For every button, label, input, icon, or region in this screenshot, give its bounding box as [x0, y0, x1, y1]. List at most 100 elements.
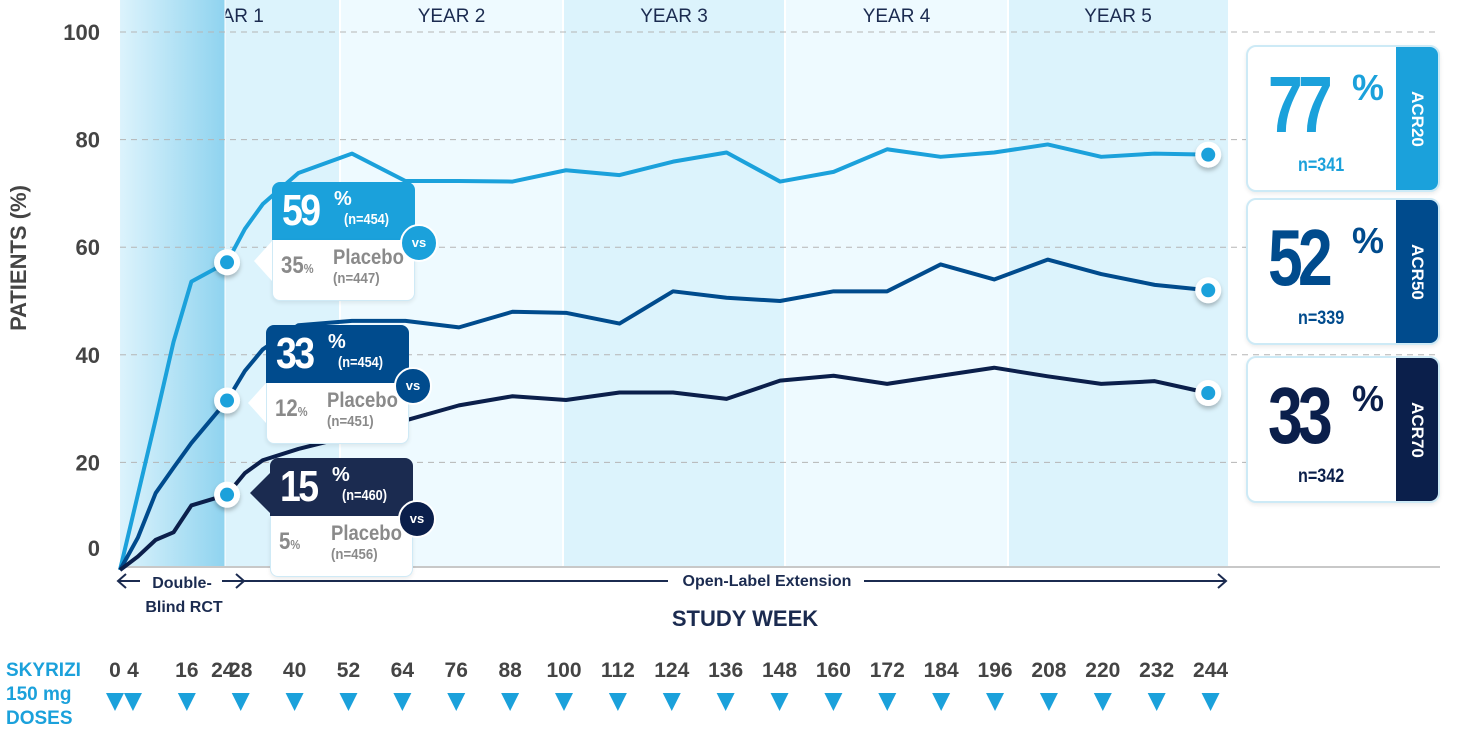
dose-triangle-icon: [177, 693, 196, 711]
dose-triangle-icon: [608, 693, 627, 711]
placebo-n: (n=447): [333, 270, 380, 287]
y-tick-label: 80: [76, 128, 100, 153]
callout-acr20-week244: 77 % n=341 ACR20: [1246, 45, 1440, 192]
year-band: [563, 0, 785, 567]
vs-badge: vs: [394, 367, 432, 405]
dose-triangle-icon: [106, 693, 124, 711]
dose-triangle-icon: [986, 693, 1005, 711]
marker-dot: [220, 393, 235, 408]
week-tick-label: 28: [229, 659, 253, 682]
acr20-pct: %: [334, 188, 352, 210]
acr70-value: 15: [280, 462, 319, 511]
phase-double-blind-line1: Double-: [152, 575, 212, 592]
acr70-pct: %: [332, 464, 350, 486]
marker-dot: [1201, 385, 1216, 400]
dose-triangle-icon: [824, 693, 843, 711]
acr50-n: (n=454): [338, 354, 384, 371]
acr50-final-value: 52: [1268, 213, 1333, 302]
week-tick-label: 64: [391, 659, 415, 682]
dose-triangle-icon: [1039, 693, 1058, 711]
week-tick-label: 16: [175, 659, 198, 682]
acr50-final-n: n=339: [1298, 308, 1345, 329]
acr50-pct: %: [328, 331, 346, 353]
dose-triangle-icon: [231, 693, 250, 711]
acr20-tab: ACR20: [1396, 47, 1438, 190]
vs-badge: vs: [400, 224, 438, 262]
x-axis-label: STUDY WEEK: [672, 606, 818, 631]
week-tick-label: 160: [816, 659, 851, 682]
placebo-label: Placebo: [333, 246, 404, 269]
placebo-label: Placebo: [331, 522, 402, 545]
doses-label-line1: SKYRIZI: [6, 660, 81, 681]
dose-triangle-icon: [501, 693, 520, 711]
acr50-value: 33: [276, 329, 315, 378]
data-point-acr70-week244: [1195, 379, 1222, 406]
dose-triangle-icon: [770, 693, 789, 711]
week-tick-label: 232: [1139, 659, 1174, 682]
placebo-value: 5%: [279, 528, 301, 555]
callout-acr20-week24: 59 % (n=454) 35% Placebo (n=447) vs: [254, 182, 438, 301]
acr70-n: (n=460): [342, 487, 388, 504]
week-tick-label: 184: [924, 659, 959, 682]
marker-dot: [1201, 147, 1216, 162]
acr50-tab: ACR50: [1396, 200, 1438, 343]
placebo-value: 12%: [275, 395, 308, 422]
week-tick-label: 196: [978, 659, 1013, 682]
dose-triangle-icon: [1093, 693, 1112, 711]
week-tick-label: 148: [762, 659, 797, 682]
acr50-final-pct: %: [1352, 220, 1385, 261]
acr20-final-n: n=341: [1298, 155, 1345, 176]
week-tick-label: 40: [283, 659, 306, 682]
double-blind-shade: [120, 0, 225, 567]
year-label: YEAR 5: [1084, 6, 1152, 27]
callout-acr70-week24: 15 % (n=460) 5% Placebo (n=456) vs: [250, 458, 436, 577]
year-label: YEAR 4: [863, 6, 931, 27]
dose-triangle-icon: [123, 693, 142, 711]
y-tick-label: 100: [63, 20, 100, 45]
placebo-n: (n=456): [331, 546, 378, 563]
acr20-value: 59: [282, 186, 321, 235]
data-point-acr50-week24: [214, 387, 241, 414]
acr70-final-n: n=342: [1298, 466, 1345, 487]
week-tick-label: 172: [870, 659, 905, 682]
week-tick-label: 76: [445, 659, 468, 682]
y-axis-label: PATIENTS (%): [6, 185, 31, 331]
data-point-acr20-week244: [1195, 141, 1222, 168]
data-point-acr20-week24: [214, 249, 241, 276]
placebo-n: (n=451): [327, 413, 374, 430]
callout-acr70-week244: 33 % n=342 ACR70: [1246, 356, 1440, 503]
marker-dot: [220, 487, 235, 502]
week-tick-label: 100: [546, 659, 581, 682]
series-line-acr20: [118, 142, 1209, 571]
week-tick-label: 24: [211, 659, 235, 682]
vs-badge: vs: [398, 500, 436, 538]
callout-pointer: [250, 473, 270, 513]
marker-dot: [1201, 283, 1216, 298]
arrow-left-icon: [116, 573, 140, 589]
week-tick-label: 124: [654, 659, 689, 682]
dose-triangle-icon: [662, 693, 681, 711]
dose-triangle-icon: [555, 693, 573, 711]
y-tick-label: 0: [88, 536, 100, 561]
data-point-acr70-week24: [214, 481, 241, 508]
acr70-final-pct: %: [1352, 378, 1385, 419]
year-label: YEAR 2: [418, 6, 486, 27]
y-tick-label: 60: [76, 235, 100, 260]
week-tick-label: 112: [601, 659, 635, 682]
dose-triangle-icon: [447, 693, 466, 711]
dose-triangle-icon: [1201, 693, 1220, 711]
dose-triangle-icon: [716, 693, 735, 711]
y-tick-label: 40: [76, 343, 100, 368]
week-tick-label: 244: [1193, 659, 1228, 682]
series-line-acr50: [118, 257, 1209, 571]
callout-acr50-week244: 52 % n=339 ACR50: [1246, 198, 1440, 345]
year-band: [1008, 0, 1228, 567]
acr20-final-value: 77: [1268, 60, 1333, 149]
callout-acr50-week24: 33 % (n=454) 12% Placebo (n=451) vs: [248, 325, 432, 444]
doses-label-line2: 150 mg: [6, 684, 71, 705]
year-band: [785, 0, 1008, 567]
placebo-label: Placebo: [327, 389, 398, 412]
dose-triangle-icon: [393, 693, 412, 711]
marker-dot: [220, 255, 235, 270]
week-tick-label: 136: [708, 659, 743, 682]
